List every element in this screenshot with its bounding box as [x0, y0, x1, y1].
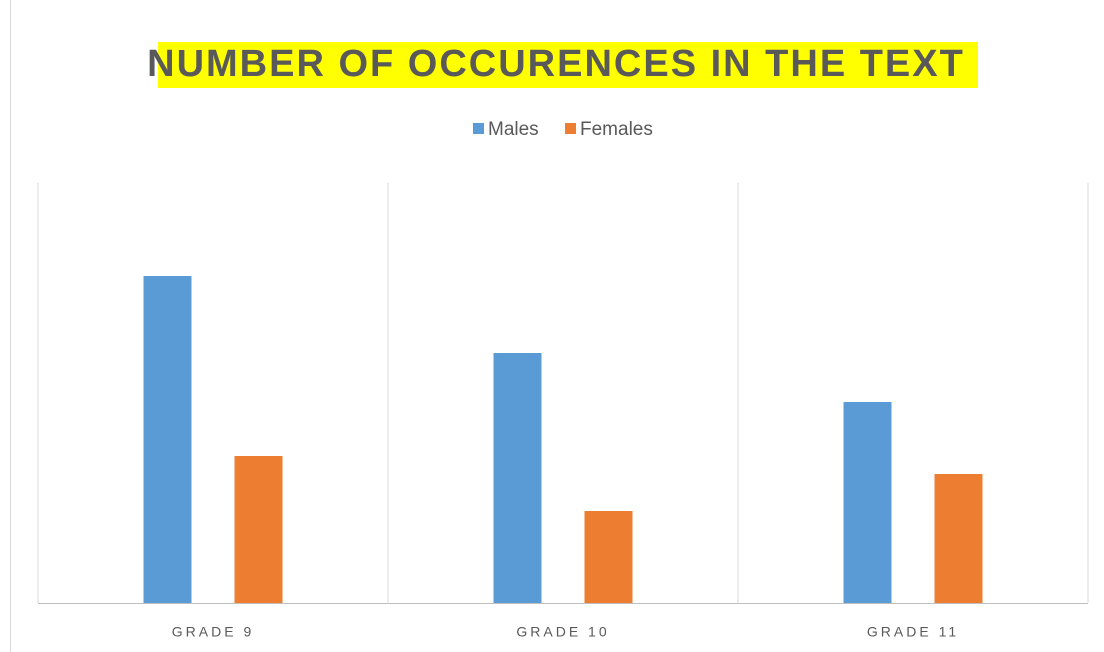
x-tick-label: GRADE 9: [172, 624, 254, 640]
legend-swatch: [565, 123, 576, 134]
title-highlight: [158, 42, 978, 88]
chart-title: NUMBER OF OCCURENCES IN THE TEXT: [147, 43, 965, 85]
legend-swatch: [473, 123, 484, 134]
bar: [493, 353, 542, 603]
legend-label: Females: [580, 119, 653, 140]
x-tick-label: GRADE 10: [516, 624, 609, 640]
x-tick-label: GRADE 11: [867, 624, 959, 640]
bar: [843, 402, 892, 603]
bar: [143, 276, 192, 603]
bar: [234, 456, 283, 603]
bar: [584, 511, 633, 603]
bar: [934, 474, 983, 603]
legend-label: Males: [488, 119, 539, 140]
